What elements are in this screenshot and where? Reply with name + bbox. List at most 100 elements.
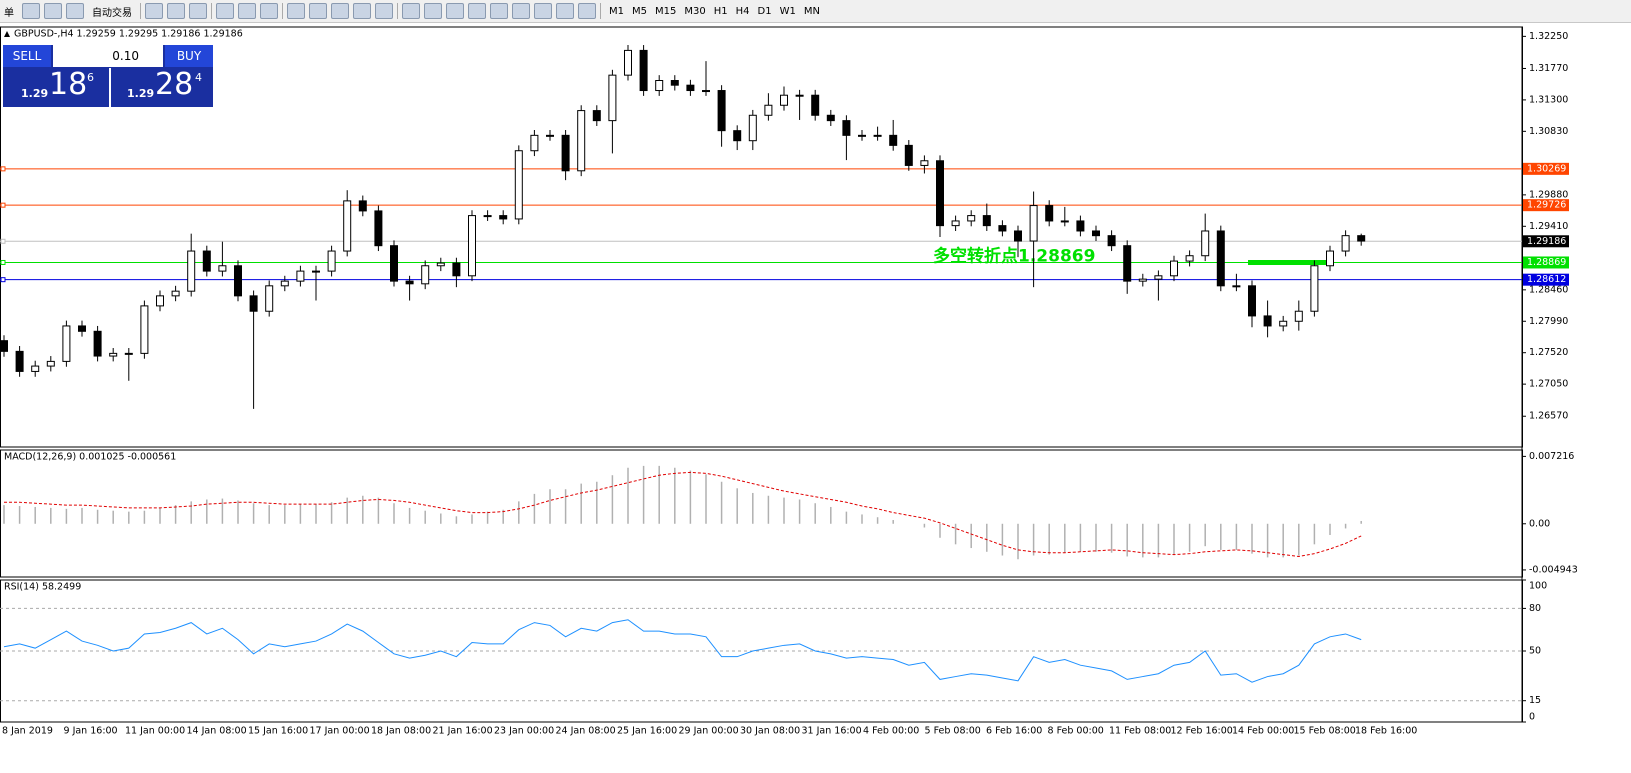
icon[interactable]	[468, 3, 486, 19]
level-handle	[0, 277, 6, 283]
icon[interactable]	[375, 3, 393, 19]
x-tick-label: 11 Feb 08:00	[1109, 726, 1171, 737]
candle-body	[1357, 235, 1366, 242]
icon[interactable]	[331, 3, 349, 19]
icon[interactable]	[534, 3, 552, 19]
panel-title: MACD(12,26,9) 0.001025 -0.000561	[4, 452, 176, 463]
icon[interactable]	[512, 3, 530, 19]
pivot-annotation: 多空转折点1.28869	[933, 245, 1095, 266]
candle-body	[1123, 245, 1132, 282]
icon[interactable]	[287, 3, 305, 19]
icon[interactable]	[260, 3, 278, 19]
candle-body	[889, 134, 898, 146]
sell-price-small: 6	[87, 71, 94, 84]
icon[interactable]	[44, 3, 62, 19]
y-tick-label: 1.32250	[1529, 31, 1568, 42]
candle-body	[109, 352, 118, 357]
price-label-bg	[1523, 273, 1569, 286]
x-tick-label: 4 Feb 00:00	[863, 726, 919, 737]
y-tick-label: 1.27520	[1529, 347, 1568, 358]
timeframe-button[interactable]: H4	[735, 5, 750, 17]
level-handle	[0, 166, 6, 172]
icon[interactable]	[216, 3, 234, 19]
x-tick-label: 11 Jan 00:00	[125, 726, 185, 737]
candle-body	[390, 245, 398, 282]
sell-button[interactable]: SELL	[3, 45, 51, 67]
candle-body	[374, 210, 383, 247]
candle-body	[1154, 275, 1163, 280]
divider	[109, 68, 111, 107]
candle-body	[546, 134, 554, 137]
y-tick-label: 15	[1529, 695, 1541, 706]
candle-body	[405, 280, 414, 285]
icon[interactable]	[167, 3, 185, 19]
icon[interactable]	[353, 3, 371, 19]
candle-body	[702, 90, 710, 93]
icon[interactable]	[309, 3, 327, 19]
icon[interactable]	[402, 3, 420, 19]
panel-title: RSI(14) 58.2499	[4, 582, 81, 593]
panel-frame	[0, 26, 1523, 448]
menu[interactable]: 单	[4, 7, 14, 19]
candle-body	[124, 352, 133, 355]
timeframe-button[interactable]: M15	[655, 5, 677, 17]
candle-body	[78, 325, 86, 332]
x-tick-label: 15 Jan 16:00	[248, 726, 308, 737]
candle-body	[717, 90, 726, 132]
timeframe-button[interactable]: MN	[803, 5, 820, 17]
candle-body	[1107, 235, 1116, 247]
icon[interactable]	[189, 3, 207, 19]
x-tick-label: 21 Jan 16:00	[433, 726, 493, 737]
candle-body	[577, 110, 586, 172]
icon[interactable]	[145, 3, 163, 19]
price-label-bg	[1523, 199, 1569, 212]
y-tick-label: 1.31770	[1529, 63, 1568, 74]
autotrade-button[interactable]: 自动交易	[92, 7, 132, 19]
icon[interactable]	[22, 3, 40, 19]
icon[interactable]	[446, 3, 464, 19]
candle-body	[62, 325, 71, 362]
candle-body	[46, 360, 55, 367]
price-label: 1.28869	[1527, 257, 1566, 268]
level-handle	[0, 238, 6, 244]
signal-line	[4, 471, 1362, 557]
candle-body	[1045, 205, 1054, 222]
volume-input[interactable]: 0.10	[53, 45, 163, 67]
price-label-bg	[1523, 162, 1569, 175]
icon[interactable]	[578, 3, 596, 19]
candle-body	[1248, 285, 1256, 317]
timeframe-button[interactable]: M5	[632, 5, 647, 17]
candle-body	[1138, 278, 1147, 282]
icon[interactable]	[66, 3, 84, 19]
timeframe-button[interactable]: W1	[779, 5, 796, 17]
candle-body	[530, 134, 539, 152]
candle-body	[1232, 285, 1241, 288]
price-label-bg	[1523, 235, 1569, 248]
panel-frame	[0, 449, 1523, 578]
timeframe-button[interactable]: H1	[713, 5, 728, 17]
price-label: 1.29726	[1527, 200, 1566, 211]
candle-body	[936, 160, 944, 227]
timeframe-button[interactable]: M1	[609, 5, 624, 17]
timeframe-button[interactable]: M30	[684, 5, 706, 17]
y-tick-label: 0.00	[1529, 518, 1550, 529]
candle-body	[140, 305, 149, 354]
buy-button[interactable]: BUY	[165, 45, 213, 67]
icon[interactable]	[424, 3, 442, 19]
candle-body	[920, 160, 929, 166]
timeframe-button[interactable]: D1	[757, 5, 772, 17]
sell-price-prefix: 1.29	[21, 87, 49, 100]
candle-body	[156, 295, 164, 307]
icon[interactable]	[556, 3, 574, 19]
panel-title: GBPUSD-,H4 1.29259 1.29295 1.29186 1.291…	[14, 29, 243, 40]
icon[interactable]	[490, 3, 508, 19]
candle-body	[1279, 320, 1288, 327]
candle-body	[514, 150, 523, 220]
candle-body	[639, 49, 648, 92]
candle-body	[1216, 230, 1225, 287]
toolbar: 单 自动交易 M1 M5 M15 M30 H1 H4 D1 W1 MN	[0, 0, 1631, 23]
price-label: 1.29186	[1527, 236, 1566, 247]
y-tick-label: 0	[1529, 712, 1535, 723]
x-tick-label: 18 Feb 16:00	[1355, 726, 1417, 737]
icon[interactable]	[238, 3, 256, 19]
